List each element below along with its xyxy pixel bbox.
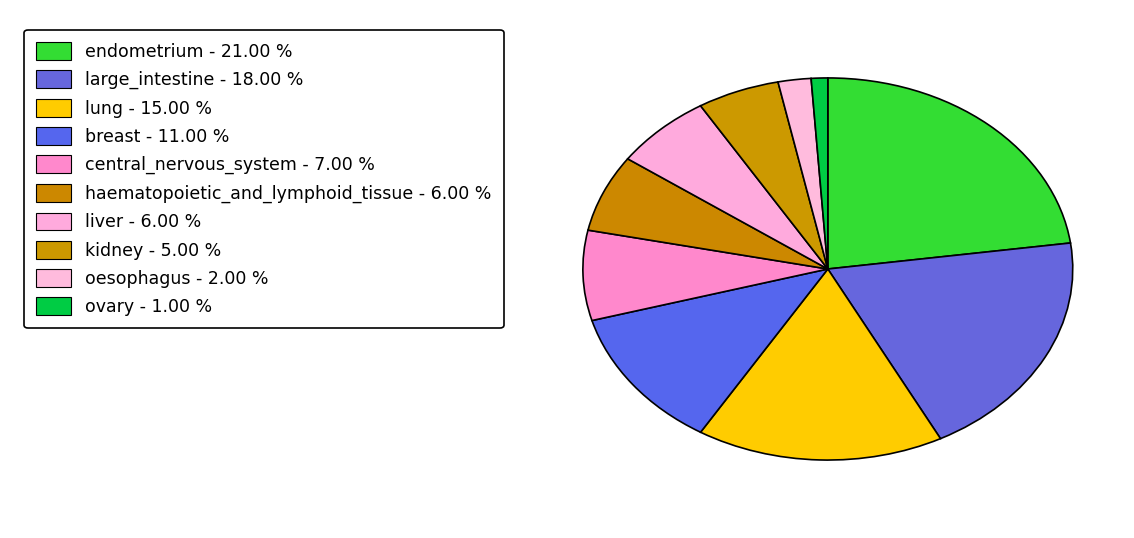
Wedge shape — [778, 79, 828, 269]
Wedge shape — [811, 78, 828, 269]
Wedge shape — [828, 243, 1073, 438]
Wedge shape — [701, 269, 940, 460]
Wedge shape — [592, 269, 828, 432]
Legend: endometrium - 21.00 %, large_intestine - 18.00 %, lung - 15.00 %, breast - 11.00: endometrium - 21.00 %, large_intestine -… — [24, 30, 503, 328]
Wedge shape — [583, 230, 828, 321]
Wedge shape — [701, 82, 828, 269]
Wedge shape — [828, 78, 1070, 269]
Wedge shape — [628, 106, 828, 269]
Wedge shape — [589, 159, 828, 269]
